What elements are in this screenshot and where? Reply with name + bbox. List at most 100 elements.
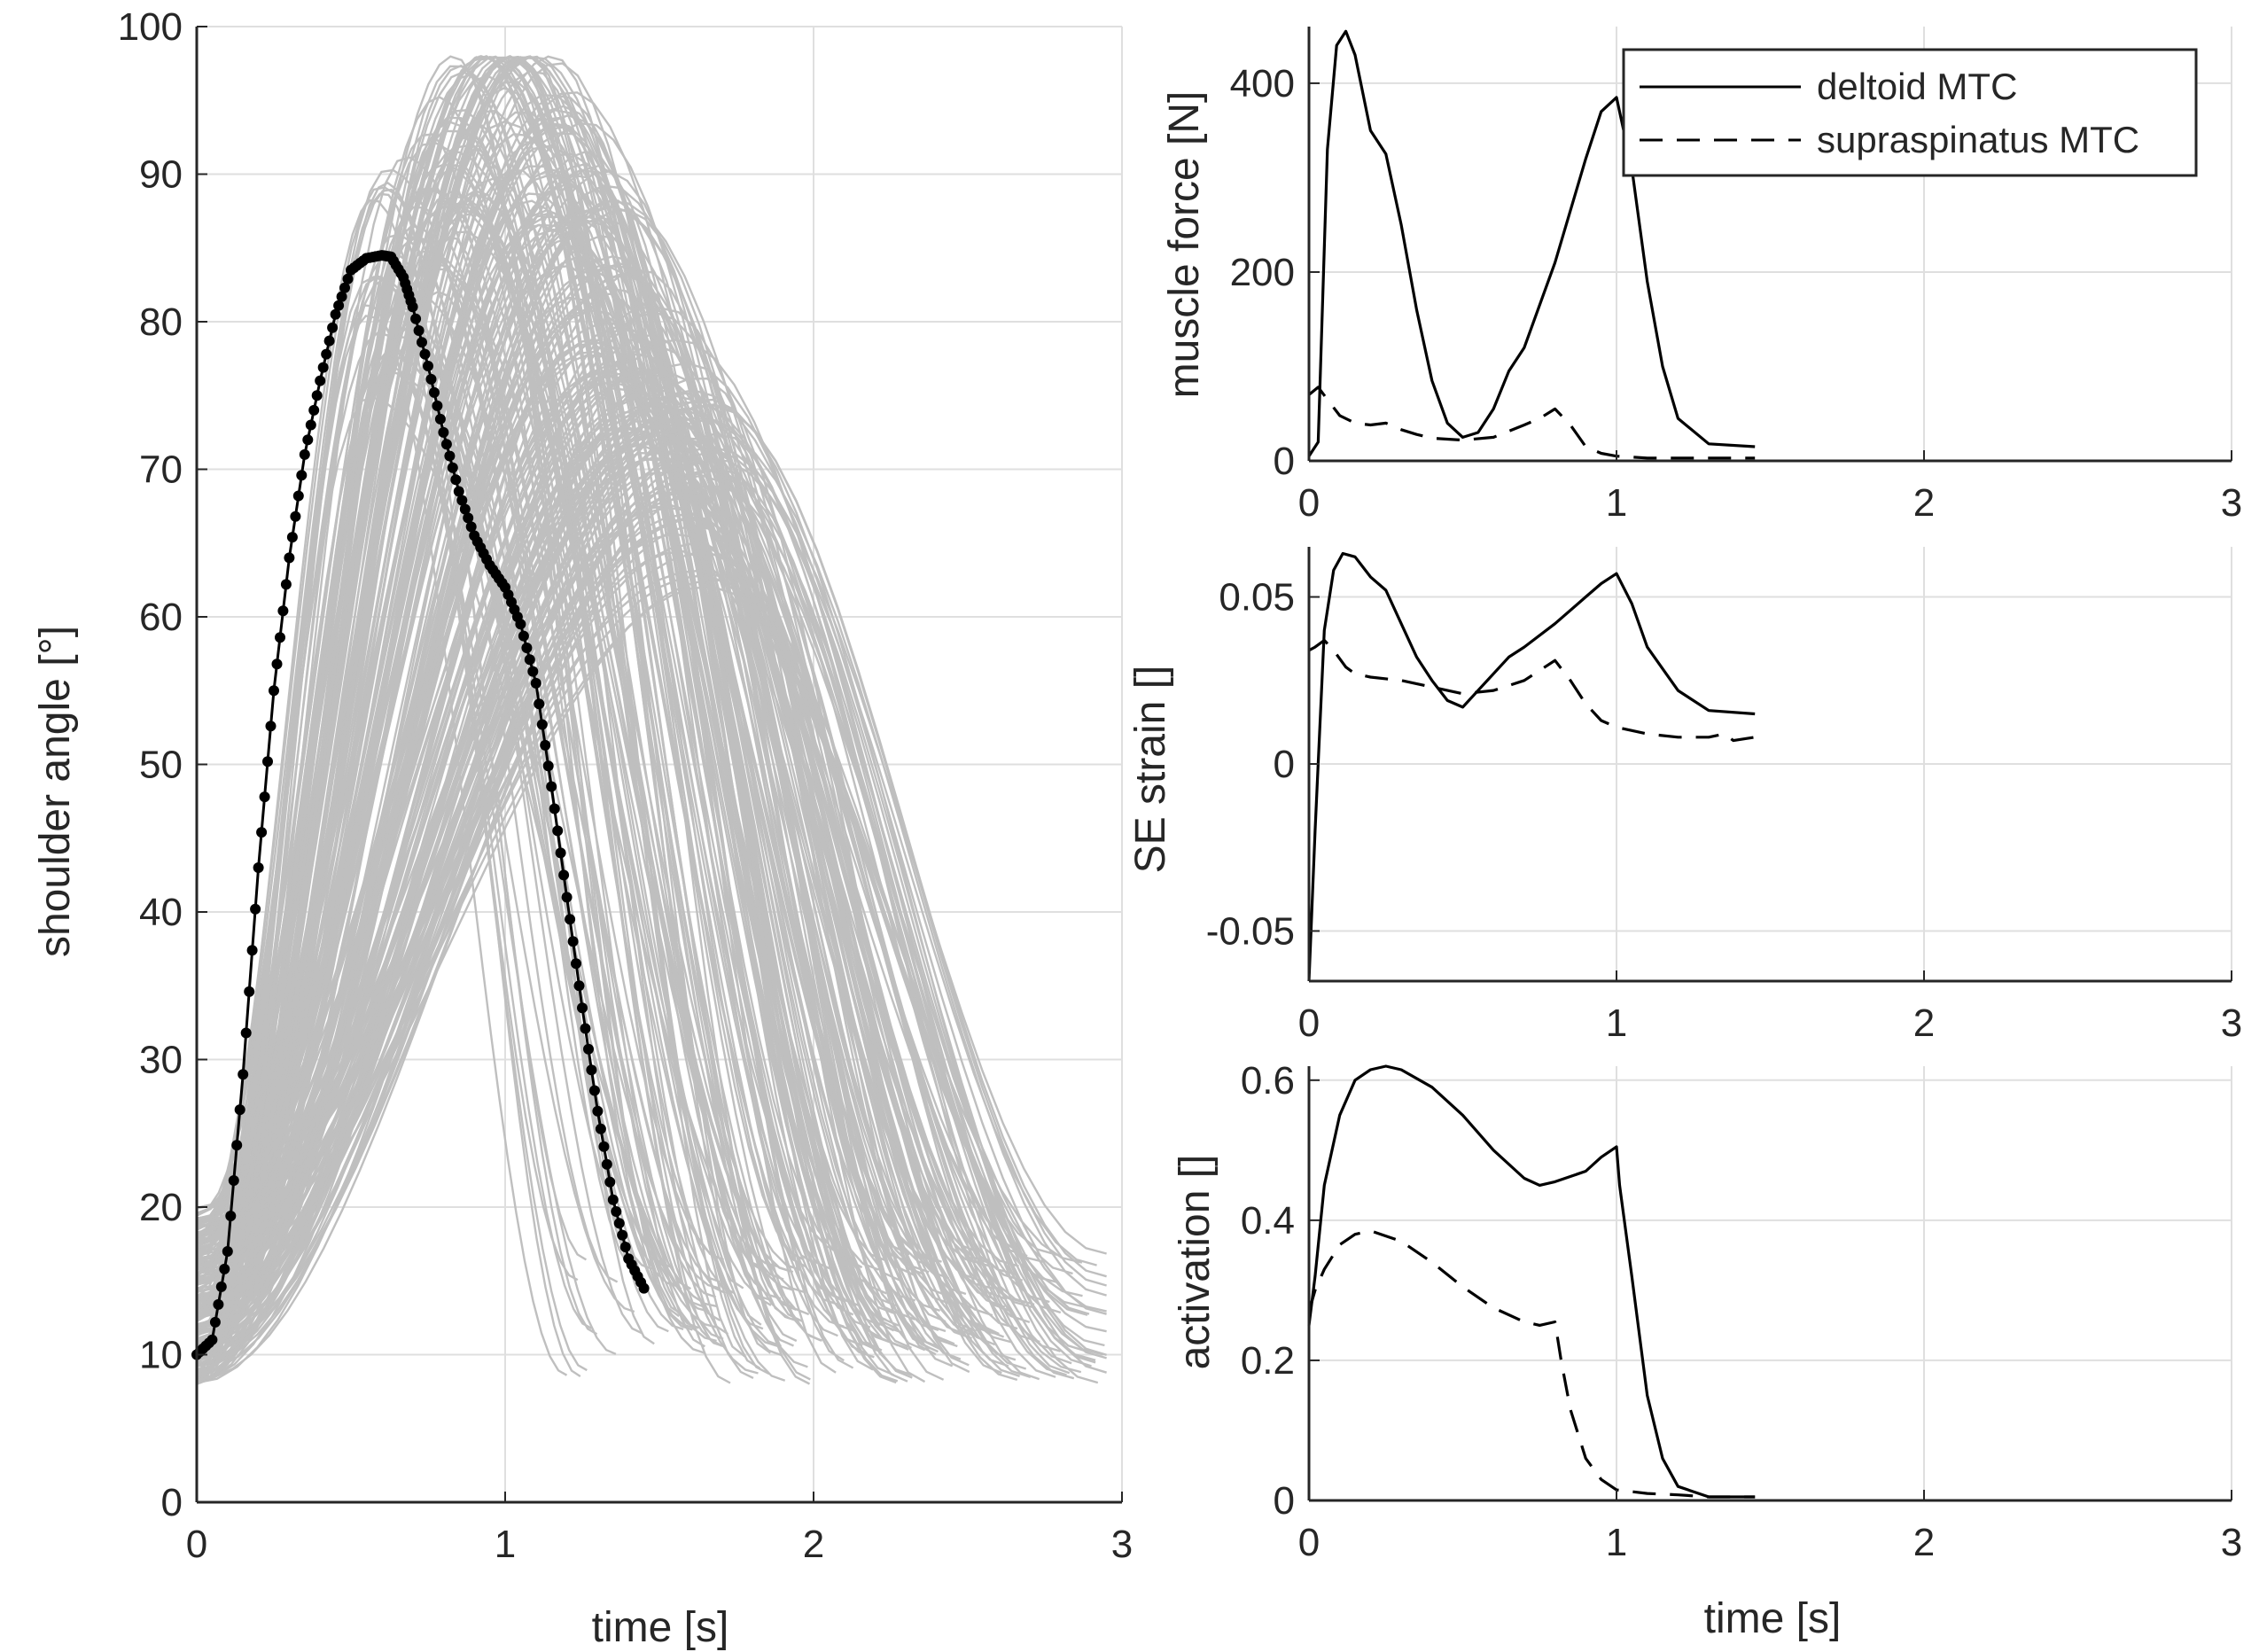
activation-x-tick-label: 3 <box>2221 1521 2242 1564</box>
selected-trajectory-point <box>536 719 548 730</box>
activation-x-tick-label: 2 <box>1913 1521 1935 1564</box>
selected-trajectory-point <box>459 503 471 515</box>
shoulder-x-tick-label: 3 <box>1111 1523 1133 1566</box>
background-trajectory <box>196 315 635 1378</box>
force-line-deltoid <box>1307 29 1756 457</box>
strain-line-deltoid <box>1307 551 1756 982</box>
selected-trajectory-point <box>515 619 526 630</box>
selected-trajectory-point <box>440 439 452 450</box>
force-y-tick-label: 400 <box>1230 62 1295 105</box>
selected-trajectory-point <box>617 1229 628 1241</box>
shoulder-y-tick-label: 100 <box>118 5 183 49</box>
force-y-axis-label: muscle force [N] <box>1161 91 1208 399</box>
selected-trajectory-point <box>280 579 292 590</box>
activation-x-axis-label: time [s] <box>1704 1595 1842 1642</box>
background-trajectory <box>196 209 912 1350</box>
background-trajectory <box>196 201 723 1276</box>
selected-trajectory-point <box>256 827 268 838</box>
selected-trajectory-point <box>592 1105 604 1117</box>
force-ticks: 0 1 2 3 0 200 400 <box>1230 62 2243 525</box>
selected-trajectory-point <box>234 1104 245 1116</box>
selected-trajectory-point <box>604 1176 616 1188</box>
selected-trajectory-point <box>231 1140 243 1151</box>
selected-trajectory-point <box>434 413 446 425</box>
activation-y-tick-label: 0.6 <box>1241 1059 1295 1103</box>
selected-trajectory-point <box>429 386 440 398</box>
selected-trajectory-point <box>423 361 433 371</box>
selected-trajectory-point <box>269 685 279 697</box>
selected-trajectory-point <box>438 426 449 438</box>
activation-y-axis-label: activation [] <box>1172 1155 1219 1370</box>
selected-trajectory-point <box>330 308 341 320</box>
selected-trajectory-point <box>613 1218 625 1229</box>
strain-y-tick-label: 0 <box>1274 743 1295 786</box>
selected-trajectory-point <box>540 739 551 751</box>
activation-grid <box>1308 1066 2232 1501</box>
selected-trajectory-point <box>583 1043 594 1055</box>
strain-x-tick-label: 1 <box>1606 1001 1627 1045</box>
strain-axes <box>1307 547 2232 983</box>
selected-trajectory-point <box>465 521 477 533</box>
activation-axes <box>1307 1066 2232 1502</box>
selected-trajectory-point <box>607 1194 619 1205</box>
background-trajectory <box>196 218 908 1372</box>
selected-trajectory-point <box>588 1085 600 1096</box>
activation-plot: 0 1 2 3 0 0.2 0.4 0.6 time [s] activation [] <box>1172 1059 2242 1642</box>
selected-trajectory-point <box>286 532 298 543</box>
selected-trajectory-point <box>419 348 431 360</box>
background-trajectory <box>196 70 807 1268</box>
selected-trajectory-point <box>518 630 529 642</box>
selected-trajectory-point <box>339 282 350 293</box>
selected-trajectory-point <box>292 490 304 502</box>
shoulder-y-tick-label: 80 <box>139 300 183 344</box>
selected-trajectory-point <box>565 914 576 925</box>
background-trajectory <box>196 261 721 1283</box>
background-trajectory <box>196 233 693 1331</box>
selected-trajectory-point <box>277 605 289 617</box>
selected-trajectory-point <box>240 1027 252 1039</box>
strain-y-axis-label: SE strain [] <box>1127 666 1174 874</box>
background-trajectory <box>196 292 901 1282</box>
selected-trajectory-point <box>315 375 326 386</box>
selected-trajectory-point <box>456 495 468 506</box>
force-x-tick-label: 3 <box>2221 481 2242 525</box>
selected-trajectory-point <box>573 980 585 992</box>
selected-trajectory-point <box>580 1023 591 1034</box>
selected-trajectory-point <box>527 666 539 677</box>
selected-trajectory-point <box>265 721 277 732</box>
background-trajectory <box>196 431 1075 1380</box>
selected-trajectory-point <box>262 756 273 768</box>
background-trajectory <box>196 56 746 1358</box>
shoulder-x-axis-label: time [s] <box>592 1604 729 1651</box>
background-trajectory <box>196 190 725 1261</box>
selected-trajectory-point <box>552 825 564 837</box>
selected-trajectory-point <box>598 1141 610 1152</box>
selected-trajectory-point <box>542 760 554 772</box>
selected-trajectory-point <box>225 1211 237 1221</box>
shoulder-y-tick-label: 20 <box>139 1186 183 1229</box>
activation-y-tick-label: 0.2 <box>1241 1339 1295 1383</box>
selected-trajectory-point <box>327 322 339 333</box>
selected-trajectory-point <box>336 291 347 302</box>
activation-line-supraspinatus <box>1307 1229 1756 1499</box>
background-trajectory <box>196 176 794 1347</box>
selected-trajectory-point <box>453 486 464 497</box>
selected-trajectory-point <box>555 847 566 859</box>
selected-trajectory-point <box>284 552 295 564</box>
background-trajectory <box>196 237 703 1381</box>
force-y-tick-label: 200 <box>1230 251 1295 294</box>
background-trajectory <box>196 306 931 1349</box>
selected-trajectory-point <box>213 1298 224 1310</box>
background-trajectory <box>196 386 899 1314</box>
selected-trajectory-point <box>290 510 301 522</box>
selected-trajectory-point <box>638 1282 650 1294</box>
background-trajectory <box>196 187 779 1348</box>
selected-trajectory-point <box>595 1123 606 1134</box>
selected-trajectory-point <box>521 643 533 653</box>
selected-trajectory-point <box>447 462 458 473</box>
background-trajectory <box>196 353 945 1381</box>
background-trajectory <box>196 339 1073 1341</box>
